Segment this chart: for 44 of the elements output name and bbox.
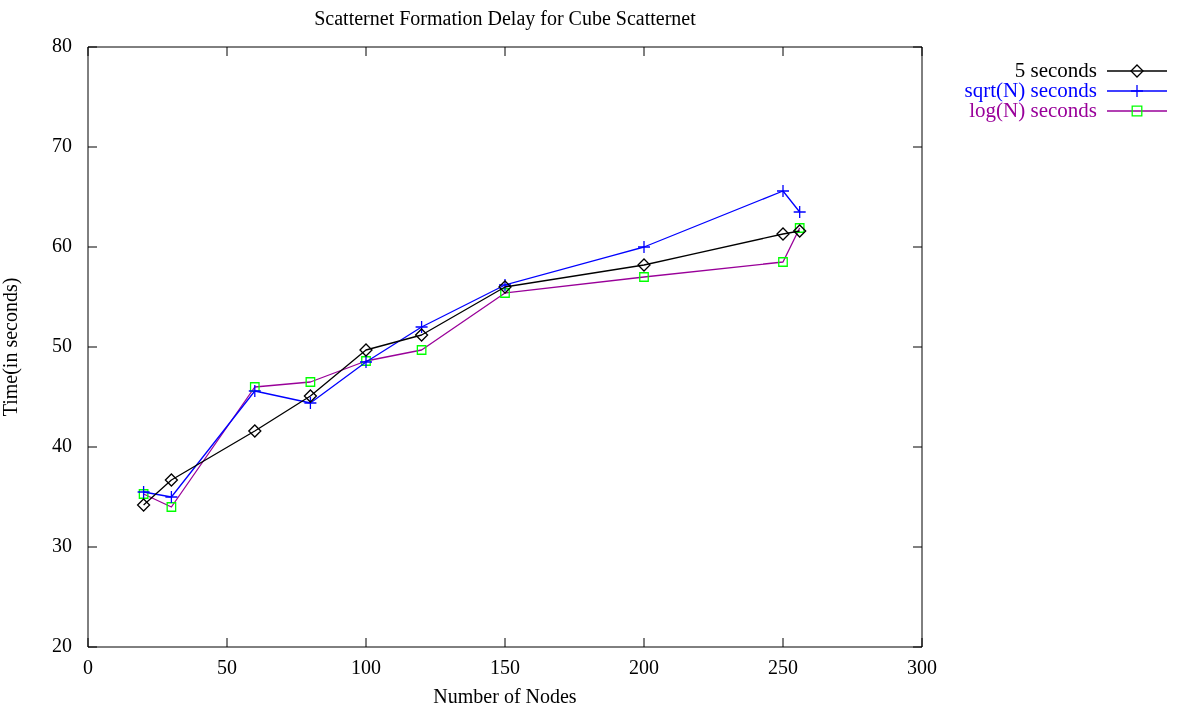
point: [164, 490, 179, 504]
point: [359, 343, 373, 357]
y-tick-label: 30: [52, 534, 72, 557]
point: [164, 473, 179, 487]
point: [303, 389, 318, 403]
x-tick-label: 100: [351, 656, 381, 679]
point: [138, 489, 149, 499]
point: [305, 377, 316, 387]
x-tick-label: 250: [768, 656, 798, 679]
y-tick-label: 50: [52, 334, 72, 357]
point: [136, 485, 151, 499]
chart-title: Scatternet Formation Delay for Cube Scatternet: [314, 7, 697, 31]
point: [778, 257, 788, 267]
point: [414, 328, 429, 342]
point: [637, 258, 651, 272]
x-tick-label: 50: [217, 656, 237, 679]
y-tick-label: 60: [52, 234, 72, 257]
point: [166, 502, 177, 512]
point: [793, 224, 807, 238]
y-tick-label: 40: [52, 434, 72, 457]
point: [416, 345, 427, 355]
x-tick-label: 0: [83, 656, 93, 679]
point: [637, 240, 651, 254]
y-tick-label: 80: [52, 34, 72, 57]
point: [414, 320, 429, 334]
point: [793, 205, 807, 219]
point: [500, 288, 510, 298]
point: [249, 382, 260, 392]
y-tick-label: 20: [52, 634, 72, 657]
x-tick-label: 200: [629, 656, 659, 679]
x-axis-title: Number of Nodes: [433, 685, 577, 708]
point: [776, 184, 790, 198]
point: [794, 223, 805, 233]
x-tick-label: 150: [490, 656, 520, 679]
x-tick-label: 300: [907, 656, 937, 679]
point: [639, 272, 649, 282]
point: [248, 384, 262, 398]
point: [776, 227, 790, 241]
y-axis-title: Time(in seconds): [0, 277, 23, 417]
point: [136, 498, 151, 512]
legend-label: 5 seconds: [1014, 57, 1097, 82]
point: [303, 396, 318, 410]
point: [248, 424, 262, 438]
y-tick-label: 70: [52, 134, 72, 157]
